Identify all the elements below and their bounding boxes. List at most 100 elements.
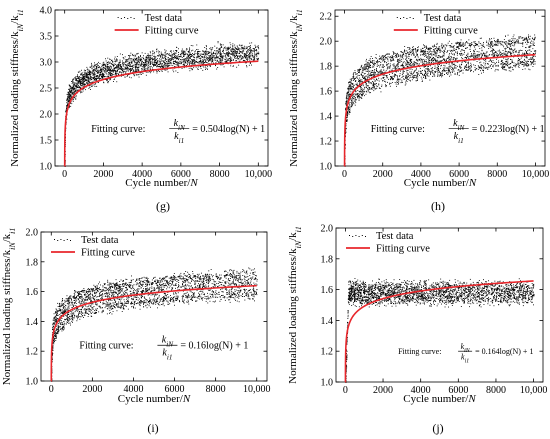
data-point <box>408 52 410 54</box>
data-point <box>187 60 189 62</box>
data-point <box>164 62 165 63</box>
data-point <box>134 63 136 65</box>
data-point <box>398 59 400 61</box>
data-point <box>66 97 68 99</box>
data-point <box>401 67 403 69</box>
y-tick-label: 1.8 <box>320 62 333 73</box>
data-point <box>210 53 212 55</box>
data-point <box>198 61 200 62</box>
data-point <box>208 52 209 54</box>
data-point <box>416 62 418 64</box>
data-point <box>367 65 369 67</box>
data-point <box>108 72 109 73</box>
data-point <box>189 52 191 54</box>
data-point <box>82 75 84 77</box>
data-point <box>376 70 377 72</box>
data-point <box>444 74 445 75</box>
data-point <box>256 52 258 54</box>
data-point <box>436 67 438 68</box>
data-point <box>219 54 221 56</box>
data-point <box>518 51 520 53</box>
data-point <box>481 49 483 51</box>
data-point <box>389 83 390 85</box>
data-point <box>475 54 477 56</box>
data-point <box>467 55 469 57</box>
data-point <box>152 63 153 65</box>
data-point <box>448 40 450 42</box>
data-point <box>389 82 391 84</box>
data-point <box>168 57 169 59</box>
data-point <box>76 76 78 78</box>
data-point <box>77 84 79 86</box>
y-tick-label: 2.5 <box>40 84 53 95</box>
data-point <box>440 67 441 69</box>
data-point <box>379 64 381 66</box>
data-point <box>196 58 198 60</box>
data-point <box>450 56 452 57</box>
data-point <box>208 63 210 64</box>
data-point <box>501 55 503 57</box>
data-point <box>376 87 378 89</box>
data-point <box>129 61 130 63</box>
data-point <box>398 65 399 67</box>
data-point <box>129 76 130 78</box>
data-point <box>129 65 131 67</box>
data-point <box>483 52 485 54</box>
data-point <box>103 63 105 65</box>
data-point <box>492 66 494 68</box>
data-point <box>389 65 391 67</box>
data-point <box>148 55 150 56</box>
data-point <box>248 56 250 58</box>
data-point <box>502 54 504 56</box>
y-tick-label: 1.6 <box>320 87 333 98</box>
data-point <box>358 75 360 76</box>
data-point <box>87 83 88 85</box>
data-point <box>451 46 453 48</box>
data-point <box>417 48 419 50</box>
data-point <box>222 44 224 46</box>
data-point <box>482 53 484 55</box>
data-point <box>514 42 515 44</box>
data-point <box>199 60 201 62</box>
data-point <box>193 63 195 65</box>
data-point <box>96 68 97 70</box>
data-point <box>100 69 102 71</box>
data-point <box>136 53 138 55</box>
data-point <box>166 61 168 63</box>
data-point <box>256 54 257 55</box>
data-point <box>346 99 347 101</box>
data-point <box>149 62 151 64</box>
data-point <box>478 59 480 61</box>
data-point <box>208 51 210 53</box>
data-point <box>153 62 155 64</box>
data-point <box>154 60 156 61</box>
data-point <box>409 65 411 67</box>
data-point <box>367 69 369 71</box>
data-point <box>462 45 464 47</box>
data-point <box>94 83 96 85</box>
legend-test-data-marker <box>127 18 129 19</box>
data-point <box>510 58 511 60</box>
data-point <box>521 37 523 39</box>
data-point <box>143 66 145 67</box>
data-point <box>392 67 394 69</box>
data-point <box>110 69 112 71</box>
data-point <box>347 108 349 110</box>
data-point <box>184 52 186 54</box>
data-point <box>373 63 375 64</box>
data-point <box>449 53 451 54</box>
data-point <box>461 53 463 55</box>
data-point <box>368 80 370 82</box>
data-point <box>389 63 391 65</box>
data-point <box>133 59 134 60</box>
data-point <box>149 72 151 74</box>
data-point <box>70 90 72 92</box>
data-point <box>257 58 259 60</box>
data-point <box>495 65 496 67</box>
data-point <box>246 52 248 54</box>
data-point <box>80 92 81 94</box>
data-point <box>210 47 212 49</box>
data-point <box>425 68 427 69</box>
data-point <box>503 65 505 67</box>
data-point <box>443 58 444 60</box>
